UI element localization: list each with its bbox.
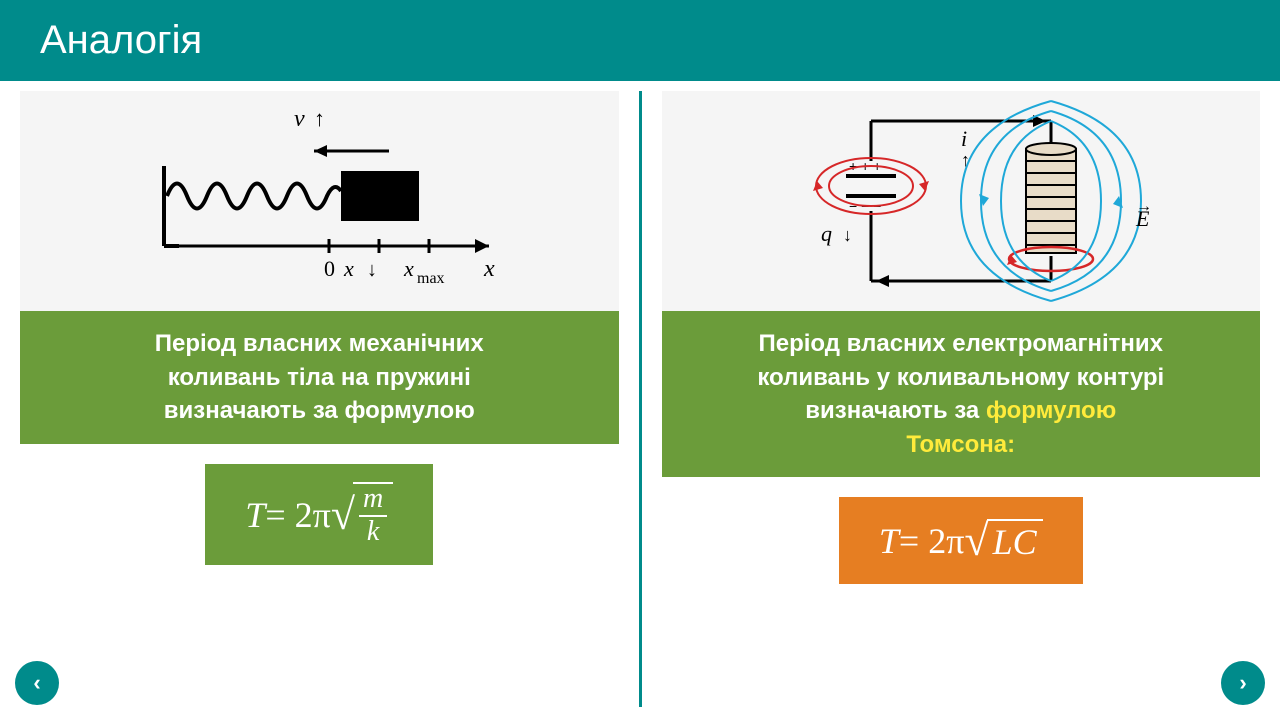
right-desc-3: визначають за формулою bbox=[682, 394, 1241, 428]
svg-text:↓: ↓ bbox=[367, 259, 377, 281]
right-desc-2: коливань у коливальному контурі bbox=[682, 361, 1241, 395]
left-column: v ↑ 0 x bbox=[0, 81, 639, 717]
svg-text:x: x bbox=[403, 256, 414, 281]
left-desc-3: визначають за формулою bbox=[40, 394, 599, 428]
prev-button[interactable]: ‹ bbox=[15, 661, 59, 705]
chevron-right-icon: › bbox=[1239, 670, 1246, 696]
zero-label: 0 bbox=[324, 256, 335, 281]
slide-header: Аналогія bbox=[0, 0, 1280, 81]
left-description: Період власних механічних коливань тіла … bbox=[20, 311, 619, 444]
left-desc-1: Період власних механічних bbox=[40, 327, 599, 361]
lc-circuit-diagram: i ↑ + + + − − − q ↓ bbox=[662, 91, 1261, 311]
next-button[interactable]: › bbox=[1221, 661, 1265, 705]
slide-title: Аналогія bbox=[40, 18, 202, 62]
svg-text:↑: ↑ bbox=[314, 106, 325, 131]
svg-text:→: → bbox=[1136, 198, 1152, 215]
spring-diagram: v ↑ 0 x bbox=[20, 91, 619, 311]
slide-content: v ↑ 0 x bbox=[0, 81, 1280, 717]
left-desc-2: коливань тіла на пружині bbox=[40, 361, 599, 395]
spring-formula: T = 2π √ m k bbox=[205, 464, 433, 566]
right-column: i ↑ + + + − − − q ↓ bbox=[642, 81, 1280, 717]
svg-text:max: max bbox=[417, 270, 445, 287]
thomson-formula: T = 2π √ LC bbox=[839, 497, 1083, 584]
svg-text:x: x bbox=[343, 256, 354, 281]
v-label: v bbox=[294, 106, 305, 132]
svg-text:↓: ↓ bbox=[843, 225, 852, 245]
right-desc-4: Томсона: bbox=[682, 428, 1241, 462]
svg-text:q: q bbox=[821, 221, 832, 246]
chevron-left-icon: ‹ bbox=[33, 670, 40, 696]
svg-text:i: i bbox=[961, 126, 967, 151]
right-description: Період власних електромагнітних коливань… bbox=[662, 311, 1261, 477]
svg-text:x: x bbox=[483, 256, 495, 282]
right-desc-1: Період власних електромагнітних bbox=[682, 327, 1241, 361]
